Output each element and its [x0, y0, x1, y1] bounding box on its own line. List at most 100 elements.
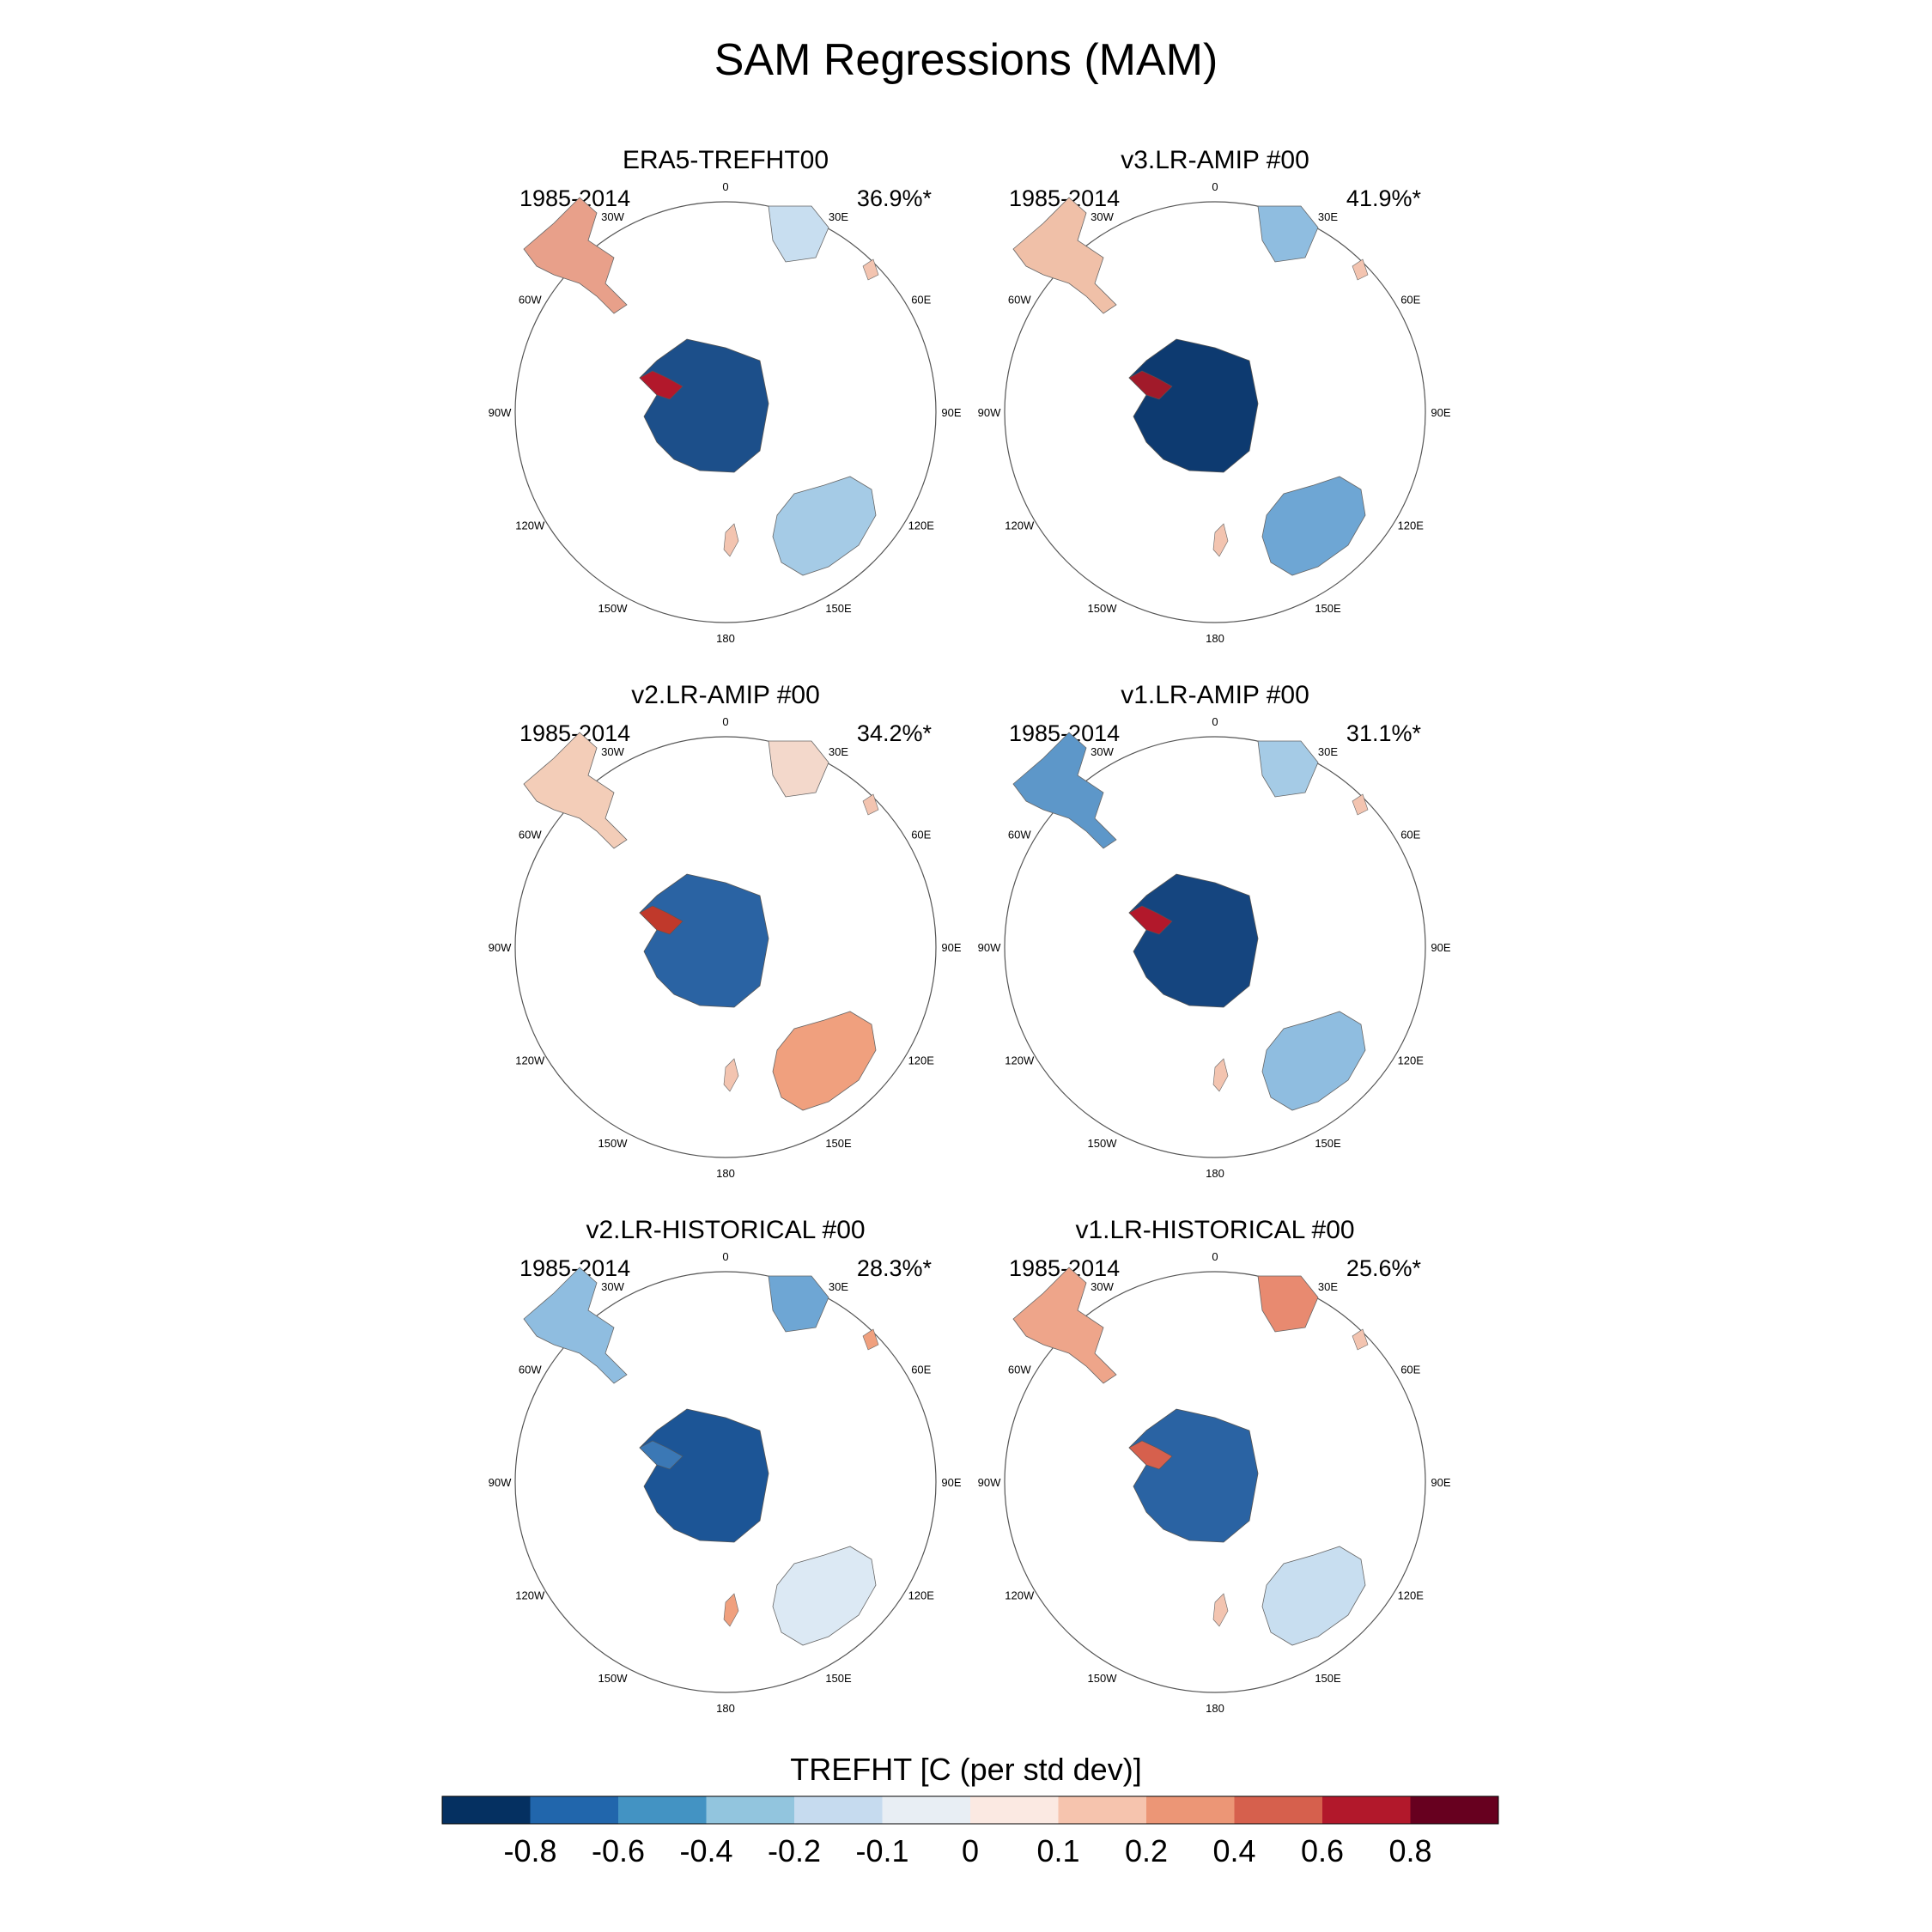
longitude-label: 150E: [1315, 1672, 1341, 1685]
madagascar: [862, 258, 879, 281]
colorbar-bin: [618, 1796, 707, 1824]
longitude-label: 120E: [908, 519, 935, 532]
longitude-label: 150E: [825, 1137, 852, 1150]
longitude-label: 60E: [911, 294, 931, 307]
longitude-label: 60W: [519, 1364, 542, 1376]
longitude-label: 30W: [601, 210, 624, 223]
map-panel: v3.LR-AMIP #00 1985-2014 41.9%* 0 30E 60E 90E 1…: [975, 146, 1455, 661]
longitude-label: 0: [722, 1250, 728, 1263]
longitude-label: 90W: [489, 941, 512, 954]
landmasses: [523, 1267, 879, 1646]
antarctica: [1128, 1408, 1259, 1543]
figure-title: SAM Regressions (MAM): [714, 35, 1218, 85]
new-zealand: [723, 1058, 739, 1092]
longitude-label: 150E: [1315, 602, 1341, 615]
longitude-label: 30W: [601, 745, 624, 758]
landmasses: [523, 197, 879, 576]
longitude-label: 60W: [1008, 1364, 1031, 1376]
longitude-label: 150W: [1088, 1137, 1118, 1150]
longitude-label: 0: [1212, 180, 1218, 193]
madagascar: [862, 1328, 879, 1351]
australia: [1261, 476, 1366, 576]
longitude-label: 120W: [515, 519, 545, 532]
longitude-label: 150E: [825, 1672, 852, 1685]
colorbar-tick-label: 0.1: [1036, 1833, 1079, 1868]
longitude-label: 120E: [1398, 519, 1425, 532]
south-america: [523, 197, 628, 314]
polar-map: 0 30E 60E 90E 120E 150E 180 150W 120W 90W 60W 30W: [489, 715, 962, 1180]
colorbar-tick-label: 0.2: [1125, 1833, 1168, 1868]
longitude-label: 120W: [515, 1589, 545, 1602]
colorbar-bin: [882, 1796, 970, 1824]
landmasses: [1012, 1267, 1369, 1646]
south-america: [523, 1267, 628, 1384]
longitude-label: 60E: [1400, 294, 1420, 307]
longitude-label: 120E: [908, 1589, 935, 1602]
new-zealand: [1212, 1058, 1229, 1092]
longitude-label: 180: [1206, 1167, 1224, 1180]
polar-map: 0 30E 60E 90E 120E 150E 180 150W 120W 90W 60W 30W: [489, 1250, 962, 1715]
colorbar-title: TREFHT [C (per std dev)]: [790, 1752, 1142, 1787]
africa: [768, 1275, 829, 1333]
longitude-label: 150W: [598, 1672, 629, 1685]
south-america: [1012, 1267, 1117, 1384]
antarctic-peninsula: [1128, 370, 1173, 400]
longitude-label: 30W: [601, 1280, 624, 1293]
antarctic-peninsula: [1128, 905, 1173, 935]
antarctica: [639, 338, 769, 473]
colorbar-bin: [1410, 1796, 1498, 1824]
longitude-label: 90E: [1431, 1476, 1450, 1489]
longitude-label: 120E: [1398, 1589, 1425, 1602]
longitude-label: 30E: [829, 745, 848, 758]
panel-title: ERA5-TREFHT00: [622, 146, 829, 174]
colorbar-bin: [1234, 1796, 1322, 1824]
longitude-label: 150W: [1088, 1672, 1118, 1685]
longitude-label: 90W: [489, 406, 512, 419]
colorbar-bin: [794, 1796, 883, 1824]
longitude-label: 60W: [519, 294, 542, 307]
map-panel: ERA5-TREFHT00 1985-2014 36.9%* 0 30E 60E 90E 12…: [485, 146, 966, 661]
longitude-label: 60E: [1400, 1364, 1420, 1376]
colorbar-tick-label: 0.4: [1212, 1833, 1255, 1868]
colorbar-tick-label: -0.1: [855, 1833, 908, 1868]
longitude-label: 30W: [1091, 745, 1114, 758]
longitude-label: 90E: [1431, 941, 1450, 954]
panel-variance-percent: 25.6%*: [1346, 1255, 1421, 1281]
panel-variance-percent: 36.9%*: [856, 185, 932, 211]
longitude-label: 180: [1206, 1702, 1224, 1715]
colorbar-bin: [530, 1796, 618, 1824]
polar-map: 0 30E 60E 90E 120E 150E 180 150W 120W 90W 60W 30W: [978, 715, 1451, 1180]
africa: [768, 740, 829, 798]
colorbar: -0.8 -0.6 -0.4 -0.2 -0.1 0 0.1 0.2 0.4 0.6 0.8: [441, 1795, 1499, 1868]
polar-map: 0 30E 60E 90E 120E 150E 180 150W 120W 90W 60W 30W: [489, 180, 962, 645]
panel-title: v1.LR-AMIP #00: [1121, 681, 1309, 709]
longitude-label: 180: [1206, 632, 1224, 645]
madagascar: [1352, 258, 1369, 281]
longitude-label: 120W: [515, 1054, 545, 1067]
longitude-label: 0: [1212, 1250, 1218, 1263]
colorbar-bin: [442, 1796, 531, 1824]
australia: [1261, 1011, 1366, 1111]
colorbar-tick-label: 0.8: [1388, 1833, 1431, 1868]
antarctic-peninsula: [639, 905, 683, 935]
longitude-label: 60W: [1008, 294, 1031, 307]
colorbar-tick-label: -0.8: [503, 1833, 556, 1868]
antarctica: [1128, 873, 1259, 1008]
longitude-label: 30W: [1091, 1280, 1114, 1293]
polar-map: 0 30E 60E 90E 120E 150E 180 150W 120W 90W 60W 30W: [978, 180, 1451, 645]
longitude-label: 60W: [519, 829, 542, 841]
longitude-label: 150W: [1088, 602, 1118, 615]
colorbar-bin: [706, 1796, 794, 1824]
new-zealand: [1212, 523, 1229, 557]
colorbar-tick-label: -0.4: [679, 1833, 732, 1868]
polar-map: 0 30E 60E 90E 120E 150E 180 150W 120W 90W 60W 30W: [978, 1250, 1451, 1715]
longitude-label: 90W: [978, 941, 1001, 954]
colorbar-tick-label: 0.6: [1301, 1833, 1344, 1868]
longitude-label: 30E: [1318, 210, 1338, 223]
longitude-label: 180: [716, 632, 735, 645]
panel-title: v3.LR-AMIP #00: [1121, 146, 1309, 174]
longitude-label: 30E: [1318, 745, 1338, 758]
longitude-label: 90W: [489, 1476, 512, 1489]
longitude-label: 0: [722, 715, 728, 728]
antarctica: [639, 1408, 769, 1543]
